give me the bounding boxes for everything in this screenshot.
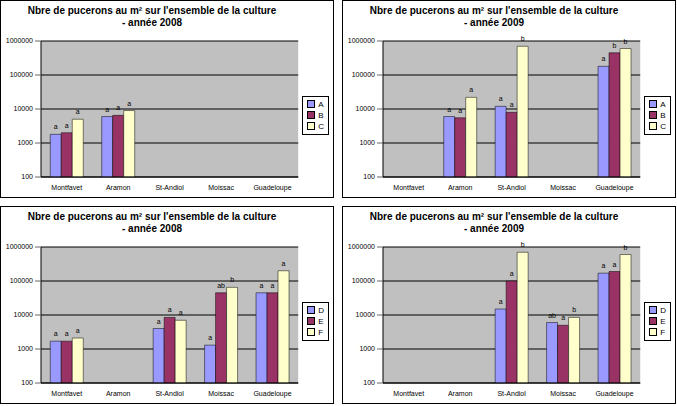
svg-text:b: b (521, 35, 525, 42)
svg-text:a: a (65, 122, 69, 129)
svg-text:100000: 100000 (352, 277, 375, 284)
svg-text:Aramon: Aramon (448, 390, 473, 397)
svg-text:a: a (469, 86, 473, 93)
svg-text:10000: 10000 (356, 311, 376, 318)
svg-text:St-Andiol: St-Andiol (497, 184, 526, 191)
svg-text:b: b (624, 244, 628, 251)
svg-text:1000000: 1000000 (348, 243, 375, 250)
svg-text:a: a (179, 309, 183, 316)
html-text:E: E (318, 316, 324, 326)
svg-text:a: a (458, 107, 462, 114)
svg-text:1000000: 1000000 (348, 37, 375, 44)
html-text:A: A (660, 99, 666, 109)
svg-text:b: b (521, 241, 525, 248)
html-text:Nbre de pucerons au m² sur l'e: Nbre de pucerons au m² sur l'ensemble de… (369, 211, 619, 234)
svg-text:a: a (260, 282, 264, 289)
html-text:E: E (660, 316, 666, 326)
svg-text:ab: ab (548, 312, 556, 319)
svg-text:a: a (282, 260, 286, 267)
svg-text:100000: 100000 (352, 71, 375, 78)
html-text:D: D (660, 305, 666, 315)
svg-text:a: a (602, 262, 606, 269)
svg-text:100000: 100000 (10, 277, 33, 284)
svg-text:b: b (230, 276, 234, 283)
html-text:A: A (318, 99, 324, 109)
svg-text:a: a (499, 95, 503, 102)
svg-text:Guadeloupe: Guadeloupe (595, 184, 633, 192)
svg-text:1000: 1000 (359, 139, 375, 146)
svg-text:ab: ab (217, 282, 225, 289)
svg-text:Moissac: Moissac (208, 390, 234, 397)
svg-text:St-Andiol: St-Andiol (497, 390, 526, 397)
svg-text:a: a (54, 123, 58, 130)
svg-text:a: a (76, 108, 80, 115)
svg-text:a: a (208, 334, 212, 341)
svg-text:a: a (510, 101, 514, 108)
svg-text:Moissac: Moissac (550, 184, 576, 191)
html-text:F: F (660, 327, 666, 337)
svg-text:1000000: 1000000 (8, 37, 33, 44)
svg-text:a: a (447, 106, 451, 113)
svg-text:1000000: 1000000 (8, 243, 33, 250)
svg-text:a: a (510, 270, 514, 277)
html-text:C: C (660, 121, 666, 131)
svg-text:Montfavet: Montfavet (393, 390, 424, 397)
html-text:Nbre de pucerons au m² sur l'e: Nbre de pucerons au m² sur l'ensemble de… (369, 5, 619, 28)
html-text:Nbre de pucerons au m² sur l'e: Nbre de pucerons au m² sur l'ensemble de… (27, 5, 277, 28)
svg-text:10000: 10000 (356, 105, 376, 112)
svg-text:Aramon: Aramon (106, 184, 131, 191)
svg-text:Moissac: Moissac (208, 184, 234, 191)
svg-text:a: a (76, 327, 80, 334)
svg-text:a: a (127, 100, 131, 107)
svg-text:100: 100 (363, 173, 375, 180)
svg-text:10000: 10000 (14, 311, 34, 318)
svg-text:Guadeloupe: Guadeloupe (253, 184, 291, 192)
svg-text:a: a (65, 330, 69, 337)
svg-text:a: a (602, 55, 606, 62)
svg-text:b: b (613, 42, 617, 49)
html-text:F: F (318, 327, 324, 337)
svg-text:St-Andiol: St-Andiol (155, 184, 184, 191)
svg-text:100000: 100000 (10, 71, 33, 78)
svg-text:Moissac: Moissac (550, 390, 576, 397)
svg-text:100: 100 (21, 173, 33, 180)
svg-text:b: b (572, 306, 576, 313)
svg-text:1000: 1000 (17, 345, 33, 352)
svg-text:b: b (624, 38, 628, 45)
svg-text:Aramon: Aramon (106, 390, 131, 397)
svg-text:a: a (168, 306, 172, 313)
svg-text:Montfavet: Montfavet (51, 184, 82, 191)
svg-text:Montfavet: Montfavet (393, 184, 424, 191)
html-text:C: C (318, 121, 324, 131)
svg-text:a: a (613, 261, 617, 268)
svg-text:St-Andiol: St-Andiol (155, 390, 184, 397)
svg-text:a: a (105, 106, 109, 113)
svg-text:a: a (561, 314, 565, 321)
svg-text:10000: 10000 (14, 105, 34, 112)
html-text:B: B (660, 110, 666, 120)
html-text:Nbre de pucerons au m² sur l'e: Nbre de pucerons au m² sur l'ensemble de… (27, 211, 277, 234)
svg-text:1000: 1000 (359, 345, 375, 352)
html-text:B: B (318, 110, 324, 120)
svg-text:a: a (157, 318, 161, 325)
svg-text:a: a (116, 104, 120, 111)
svg-text:1000: 1000 (17, 139, 33, 146)
svg-text:100: 100 (363, 379, 375, 386)
svg-text:a: a (499, 298, 503, 305)
svg-text:Guadeloupe: Guadeloupe (595, 390, 633, 398)
svg-text:100: 100 (21, 379, 33, 386)
svg-text:a: a (54, 330, 58, 337)
svg-text:Guadeloupe: Guadeloupe (253, 390, 291, 398)
svg-text:Aramon: Aramon (448, 184, 473, 191)
html-text:D: D (318, 305, 324, 315)
svg-text:Montfavet: Montfavet (51, 390, 82, 397)
svg-text:a: a (271, 282, 275, 289)
